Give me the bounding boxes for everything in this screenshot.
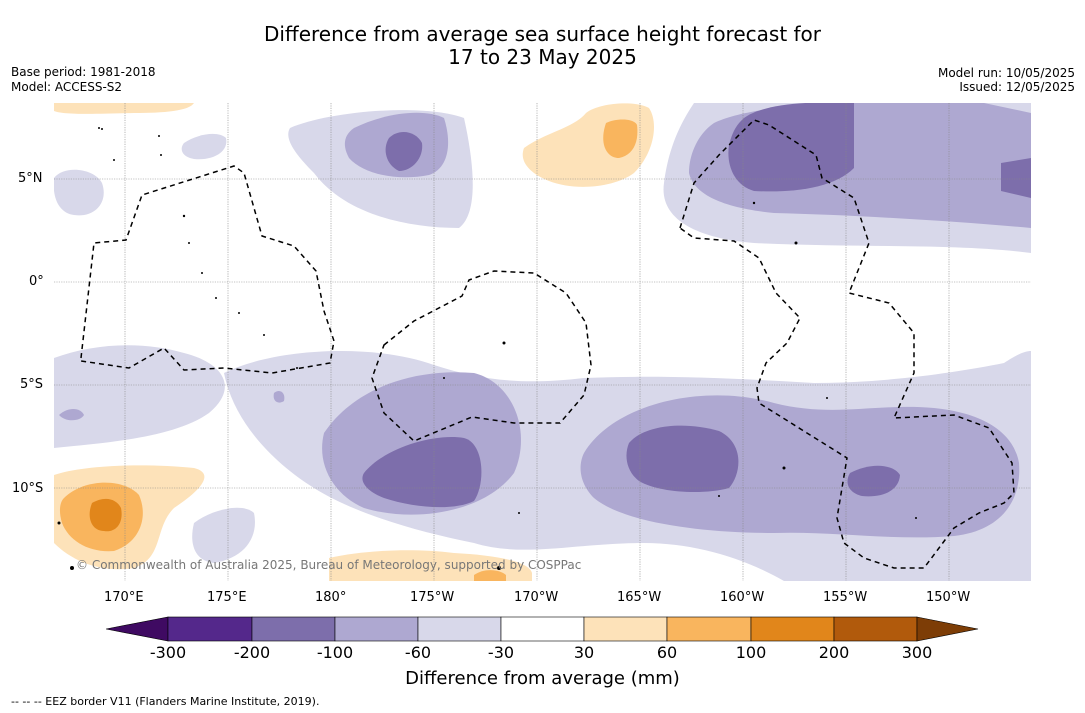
- map-credit: © Commonwealth of Australia 2025, Bureau…: [76, 558, 582, 572]
- eez-border: [80, 119, 1015, 569]
- colorbar-swatch-neg300: [167, 616, 253, 642]
- base-period: Base period: 1981-2018: [11, 65, 156, 79]
- lon-label-175w: 175°W: [410, 590, 455, 605]
- positive-anomaly-region: [54, 103, 654, 581]
- colorbar-swatch-pos200: [833, 616, 918, 642]
- colorbar-swatch-pos30: [583, 616, 668, 642]
- lat-label-0: 0°: [29, 274, 44, 289]
- issued-date: Issued: 12/05/2025: [959, 80, 1075, 94]
- lat-label-5s: 5°S: [20, 377, 44, 392]
- colorbar: [106, 616, 979, 642]
- colorbar-tick-neg30: -30: [487, 643, 515, 662]
- colorbar-tick-neg60: -60: [404, 643, 432, 662]
- colorbar-tick-neg100: -100: [316, 643, 354, 662]
- colorbar-label: Difference from average (mm): [405, 668, 680, 689]
- colorbar-swatch-pos100: [750, 616, 835, 642]
- colorbar-tick-pos300: 300: [901, 643, 933, 662]
- lat-label-10s: 10°S: [12, 481, 44, 496]
- lon-label-165w: 165°W: [617, 590, 662, 605]
- islands: [57, 127, 917, 570]
- colorbar-swatch-zero: [500, 616, 585, 642]
- colorbar-swatch-neg100: [334, 616, 419, 642]
- lon-label-170e: 170°E: [104, 590, 144, 605]
- map-title-line1: Difference from average sea surface heig…: [263, 22, 822, 46]
- lon-label-155w: 155°W: [823, 590, 868, 605]
- model-run: Model run: 10/05/2025: [937, 66, 1075, 80]
- colorbar-swatch-neg200: [251, 616, 336, 642]
- colorbar-min-extension: [106, 616, 169, 642]
- lon-label-175e: 175°E: [207, 590, 247, 605]
- lat-label-5n: 5°N: [18, 171, 43, 186]
- colorbar-swatch-neg60: [417, 616, 502, 642]
- colorbar-tick-pos200: 200: [818, 643, 850, 662]
- lon-label-180: 180°: [315, 590, 347, 605]
- colorbar-tick-pos30: 30: [573, 643, 595, 662]
- colorbar-swatch-pos60: [666, 616, 752, 642]
- lon-label-160w: 160°W: [720, 590, 765, 605]
- graticule: [54, 103, 1031, 581]
- colorbar-tick-neg200: -200: [233, 643, 271, 662]
- map-title-line2: 17 to 23 May 2025: [448, 45, 637, 69]
- sea-surface-height-map[interactable]: [54, 103, 1031, 581]
- dark-purple-anomaly-region: [362, 103, 1031, 508]
- colorbar-max-extension: [916, 616, 979, 642]
- lon-label-150w: 150°W: [926, 590, 971, 605]
- colorbar-tick-pos100: 100: [735, 643, 767, 662]
- lon-label-170w: 170°W: [514, 590, 559, 605]
- colorbar-tick-pos60: 60: [656, 643, 678, 662]
- eez-footnote: -- -- -- EEZ border V11 (Flanders Marine…: [11, 695, 320, 708]
- colorbar-tick-neg300: -300: [149, 643, 187, 662]
- model-name: Model: ACCESS-S2: [11, 80, 123, 94]
